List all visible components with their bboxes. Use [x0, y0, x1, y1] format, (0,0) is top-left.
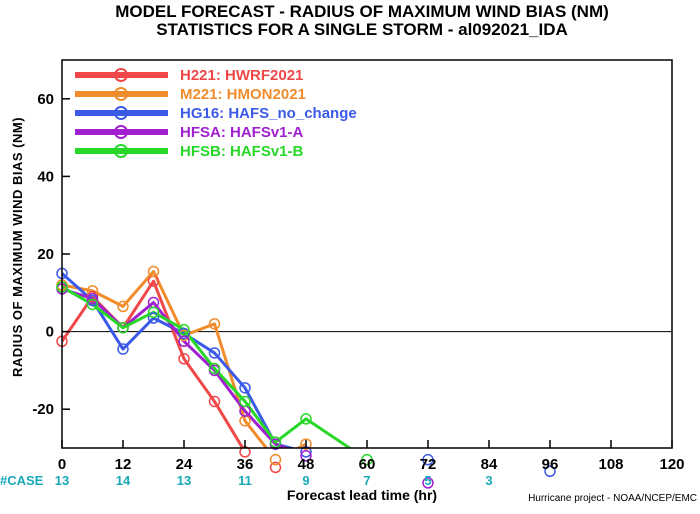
y-tick-label: 40	[37, 168, 54, 185]
case-count: 9	[302, 473, 309, 488]
chart-title-line1: MODEL FORECAST - RADIUS OF MAXIMUM WIND …	[115, 2, 609, 21]
series-1-point	[300, 438, 312, 450]
series-3-point	[422, 477, 434, 489]
series-0-point	[208, 395, 221, 408]
y-tick-label: 20	[37, 246, 54, 263]
case-count: 13	[177, 473, 191, 488]
series-line-4	[62, 285, 353, 448]
legend-marker-2	[114, 106, 128, 120]
x-tick-label: 48	[298, 456, 315, 473]
series-4-point	[269, 436, 282, 448]
series-1-point	[269, 453, 282, 466]
case-count: 14	[116, 473, 131, 488]
case-count: 5	[424, 473, 431, 488]
series-4-point	[178, 323, 190, 336]
y-tick-label: 0	[46, 324, 54, 341]
case-count: 3	[485, 473, 492, 488]
legend-label-1: M221: HMON2021	[180, 86, 306, 103]
case-count: 7	[363, 473, 370, 488]
legend-label-4: HFSB: HAFSv1-B	[180, 143, 304, 160]
case-count: 11	[238, 473, 252, 488]
series-2-point	[544, 465, 556, 478]
legend-marker-0	[114, 68, 128, 82]
legend-label-2: HG16: HAFS_no_change	[180, 105, 357, 122]
series-4-point	[86, 298, 99, 311]
series-2-point	[239, 382, 251, 394]
series-4-point	[239, 395, 251, 408]
x-tick-label: 72	[420, 456, 437, 473]
legend-label-3: HFSA: HAFSv1-A	[180, 124, 304, 141]
y-tick-label: -20	[32, 401, 54, 418]
plot-frame	[61, 59, 673, 449]
series-4-point	[147, 306, 160, 318]
series-2-point	[422, 453, 434, 466]
series-3-point	[178, 335, 190, 348]
series-line-2	[62, 272, 297, 448]
series-3-point	[86, 292, 99, 305]
series-2-point	[117, 343, 129, 355]
case-count: 13	[55, 473, 69, 488]
series-2-point	[178, 327, 190, 340]
x-tick-label: 12	[115, 456, 132, 473]
series-0-point	[178, 353, 190, 365]
x-tick-label: 96	[542, 456, 559, 473]
legend-label-0: H221: HWRF2021	[180, 67, 303, 84]
series-3-point	[300, 450, 312, 462]
case-label: #CASE	[0, 473, 44, 488]
series-1-point	[117, 300, 129, 313]
x-tick-label: 36	[237, 456, 254, 473]
series-2-point	[147, 312, 160, 324]
x-axis-label: Forecast lead time (hr)	[287, 487, 437, 503]
series-4-point	[208, 362, 221, 375]
x-tick-label: 60	[359, 456, 376, 473]
chart-title-line2: STATISTICS FOR A SINGLE STORM - al092021…	[156, 20, 568, 39]
x-tick-label: 120	[659, 456, 684, 473]
series-2-point	[208, 347, 221, 359]
series-line-3	[62, 287, 290, 448]
series-4-point	[361, 453, 373, 466]
series-0-point	[269, 461, 282, 474]
series-4-point	[117, 321, 129, 334]
legend-marker-4	[114, 144, 128, 158]
y-axis-label: RADIUS OF MAXIMUM WIND BIAS (NM)	[10, 117, 25, 377]
legend-marker-1	[114, 87, 128, 101]
series-1-point	[208, 318, 221, 330]
series-4-point	[300, 413, 312, 425]
legend-marker-3	[114, 125, 128, 139]
y-tick-label: 60	[37, 91, 54, 108]
x-tick-label: 84	[481, 456, 498, 473]
series-1-point	[147, 265, 160, 278]
series-line-1	[62, 269, 307, 448]
x-tick-label: 24	[176, 456, 193, 473]
x-tick-label: 0	[58, 456, 66, 473]
x-tick-label: 108	[598, 456, 623, 473]
credit-text: Hurricane project - NOAA/NCEP/EMC	[528, 493, 697, 504]
